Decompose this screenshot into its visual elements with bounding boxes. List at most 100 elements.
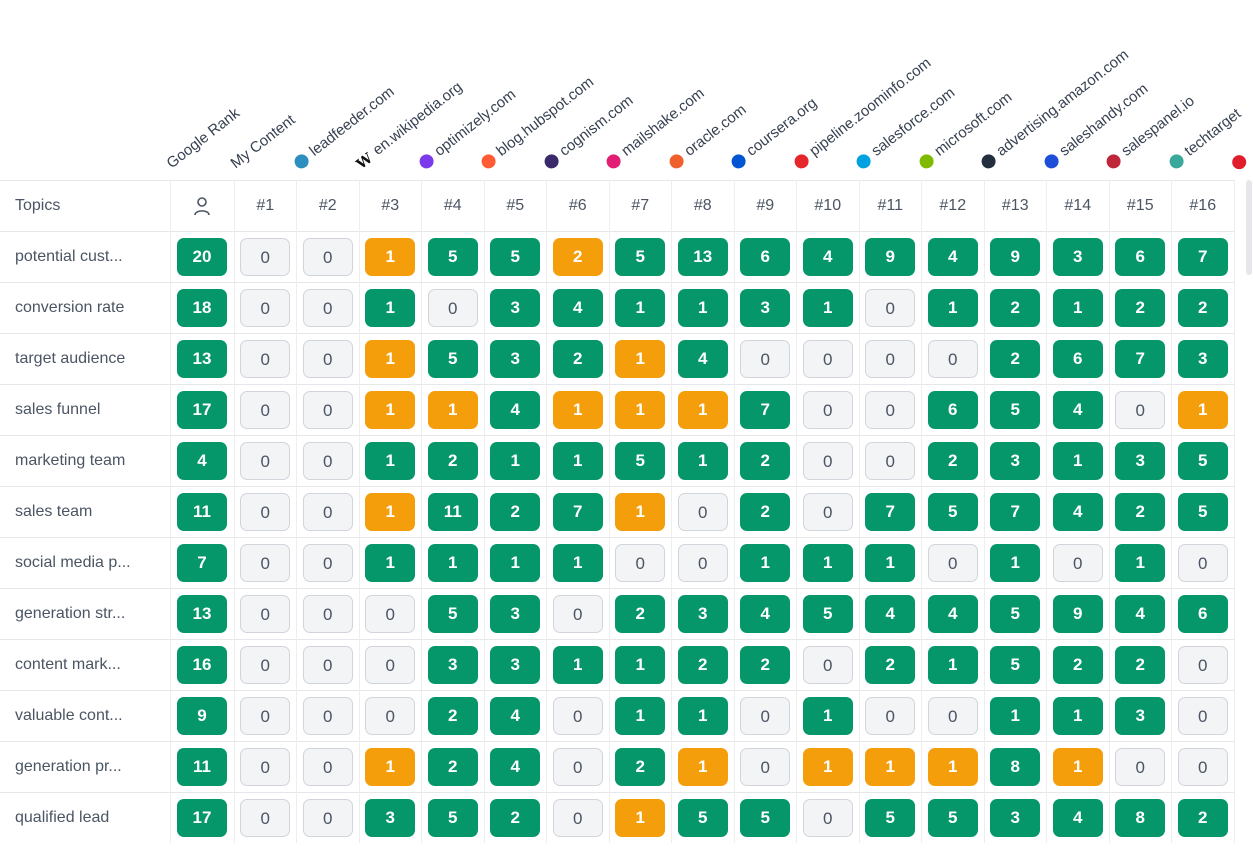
occurrence-count[interactable]: 1 (927, 289, 978, 327)
occurrence-count[interactable]: 2 (1115, 289, 1166, 327)
occurrence-count[interactable]: 2 (990, 289, 1041, 327)
occurrence-count[interactable]: 4 (490, 391, 541, 429)
google-rank-count[interactable]: 17 (177, 799, 227, 837)
occurrence-count[interactable]: 1 (365, 493, 416, 531)
occurrence-count[interactable]: 0 (302, 544, 353, 582)
occurrence-count[interactable]: 0 (302, 646, 353, 684)
occurrence-count[interactable]: 0 (365, 646, 416, 684)
occurrence-count[interactable]: 9 (1052, 595, 1103, 633)
occurrence-count[interactable]: 9 (865, 238, 916, 276)
occurrence-count[interactable]: 1 (1177, 391, 1228, 429)
occurrence-count[interactable]: 0 (1177, 748, 1228, 786)
occurrence-count[interactable]: 1 (1052, 748, 1103, 786)
occurrence-count[interactable]: 6 (1177, 595, 1228, 633)
occurrence-count[interactable]: 0 (365, 697, 416, 735)
topic-label[interactable]: qualified lead (0, 792, 171, 843)
occurrence-count[interactable]: 1 (365, 442, 416, 480)
occurrence-count[interactable]: 2 (427, 748, 478, 786)
occurrence-count[interactable]: 3 (490, 289, 541, 327)
occurrence-count[interactable]: 0 (865, 289, 916, 327)
occurrence-count[interactable]: 3 (1177, 340, 1228, 378)
occurrence-count[interactable]: 2 (1177, 799, 1228, 837)
occurrence-count[interactable]: 1 (865, 544, 916, 582)
occurrence-count[interactable]: 2 (427, 697, 478, 735)
occurrence-count[interactable]: 1 (615, 289, 666, 327)
occurrence-count[interactable]: 1 (427, 544, 478, 582)
occurrence-count[interactable]: 1 (552, 646, 603, 684)
occurrence-count[interactable]: 4 (1115, 595, 1166, 633)
occurrence-count[interactable]: 1 (552, 442, 603, 480)
occurrence-count[interactable]: 2 (740, 493, 791, 531)
occurrence-count[interactable]: 3 (677, 595, 728, 633)
occurrence-count[interactable]: 2 (552, 238, 603, 276)
occurrence-count[interactable]: 2 (677, 646, 728, 684)
occurrence-count[interactable]: 0 (240, 595, 291, 633)
occurrence-count[interactable]: 2 (1177, 289, 1228, 327)
google-rank-count[interactable]: 4 (177, 442, 227, 480)
occurrence-count[interactable]: 8 (990, 748, 1041, 786)
occurrence-count[interactable]: 3 (740, 289, 791, 327)
google-rank-count[interactable]: 13 (177, 595, 227, 633)
occurrence-count[interactable]: 1 (677, 391, 728, 429)
occurrence-count[interactable]: 0 (865, 697, 916, 735)
occurrence-count[interactable]: 3 (990, 799, 1041, 837)
occurrence-count[interactable]: 0 (1177, 544, 1228, 582)
occurrence-count[interactable]: 2 (427, 442, 478, 480)
occurrence-count[interactable]: 2 (865, 646, 916, 684)
occurrence-count[interactable]: 4 (490, 697, 541, 735)
google-rank-count[interactable]: 7 (177, 544, 227, 582)
column-header[interactable]: blog.hubspot.com (478, 73, 597, 172)
occurrence-count[interactable]: 1 (677, 442, 728, 480)
occurrence-count[interactable]: 1 (552, 544, 603, 582)
occurrence-count[interactable]: 4 (552, 289, 603, 327)
topic-label[interactable]: sales team (0, 486, 171, 538)
occurrence-count[interactable]: 7 (865, 493, 916, 531)
topic-label[interactable]: potential cust... (0, 231, 171, 283)
occurrence-count[interactable]: 5 (1177, 442, 1228, 480)
column-header[interactable]: leadfeeder.com (290, 83, 397, 172)
occurrence-count[interactable]: 0 (802, 799, 853, 837)
occurrence-count[interactable]: 2 (615, 748, 666, 786)
occurrence-count[interactable]: 0 (927, 340, 978, 378)
occurrence-count[interactable]: 4 (677, 340, 728, 378)
occurrence-count[interactable]: 0 (302, 493, 353, 531)
occurrence-count[interactable]: 1 (677, 697, 728, 735)
occurrence-count[interactable]: 3 (427, 646, 478, 684)
occurrence-count[interactable]: 2 (490, 493, 541, 531)
occurrence-count[interactable]: 1 (990, 697, 1041, 735)
occurrence-count[interactable]: 0 (740, 340, 791, 378)
occurrence-count[interactable]: 0 (302, 391, 353, 429)
topic-label[interactable]: social media p... (0, 537, 171, 589)
google-rank-count[interactable]: 17 (177, 391, 227, 429)
occurrence-count[interactable]: 1 (802, 697, 853, 735)
occurrence-count[interactable]: 1 (615, 799, 666, 837)
occurrence-count[interactable]: 5 (865, 799, 916, 837)
occurrence-count[interactable]: 7 (1177, 238, 1228, 276)
occurrence-count[interactable]: 1 (490, 442, 541, 480)
occurrence-count[interactable]: 2 (990, 340, 1041, 378)
occurrence-count[interactable]: 1 (365, 238, 416, 276)
occurrence-count[interactable]: 0 (302, 595, 353, 633)
topic-label[interactable]: marketing team (0, 435, 171, 487)
occurrence-count[interactable]: 4 (927, 595, 978, 633)
occurrence-count[interactable]: 0 (240, 799, 291, 837)
occurrence-count[interactable]: 3 (490, 646, 541, 684)
occurrence-count[interactable]: 5 (427, 340, 478, 378)
occurrence-count[interactable]: 1 (990, 544, 1041, 582)
occurrence-count[interactable]: 3 (490, 595, 541, 633)
occurrence-count[interactable]: 1 (365, 544, 416, 582)
occurrence-count[interactable]: 4 (490, 748, 541, 786)
google-rank-count[interactable]: 9 (177, 697, 227, 735)
column-header[interactable]: saleshandy.com (1040, 80, 1151, 172)
occurrence-count[interactable]: 0 (240, 289, 291, 327)
google-rank-count[interactable]: 13 (177, 340, 227, 378)
occurrence-count[interactable]: 8 (1115, 799, 1166, 837)
occurrence-count[interactable]: 0 (802, 646, 853, 684)
occurrence-count[interactable]: 0 (240, 748, 291, 786)
occurrence-count[interactable]: 0 (677, 493, 728, 531)
occurrence-count[interactable]: 1 (427, 391, 478, 429)
occurrence-count[interactable]: 6 (927, 391, 978, 429)
occurrence-count[interactable]: 2 (927, 442, 978, 480)
occurrence-count[interactable]: 0 (240, 238, 291, 276)
